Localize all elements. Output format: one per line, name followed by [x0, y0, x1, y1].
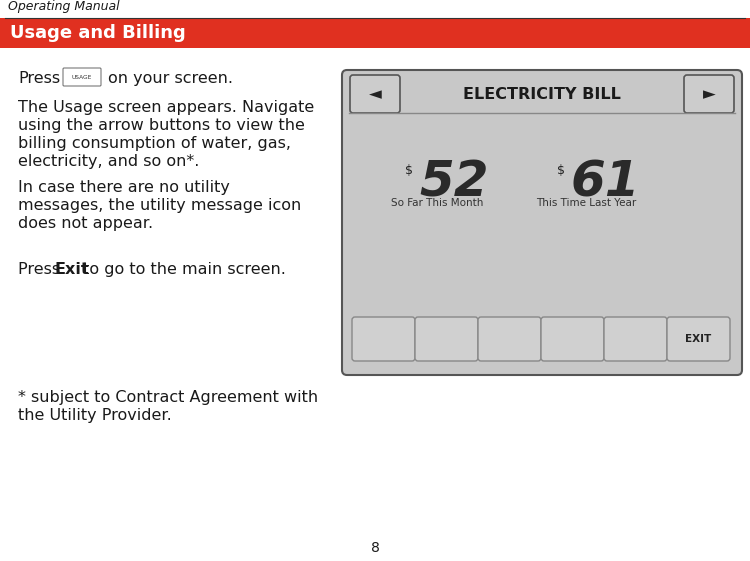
Text: Usage and Billing: Usage and Billing [10, 24, 186, 42]
Text: on your screen.: on your screen. [108, 71, 233, 85]
Text: billing consumption of water, gas,: billing consumption of water, gas, [18, 136, 291, 151]
Text: $: $ [405, 164, 413, 177]
Text: to go to the main screen.: to go to the main screen. [78, 262, 286, 277]
FancyBboxPatch shape [415, 317, 478, 361]
Text: Press: Press [18, 71, 60, 85]
Text: ◄: ◄ [369, 85, 381, 103]
Text: does not appear.: does not appear. [18, 216, 153, 231]
Text: Exit: Exit [54, 262, 88, 277]
Text: messages, the utility message icon: messages, the utility message icon [18, 198, 302, 213]
Text: electricity, and so on*.: electricity, and so on*. [18, 154, 200, 169]
Text: EXIT: EXIT [686, 334, 712, 344]
FancyBboxPatch shape [63, 68, 101, 86]
Text: $: $ [557, 164, 565, 177]
FancyBboxPatch shape [342, 70, 742, 375]
Text: the Utility Provider.: the Utility Provider. [18, 408, 172, 423]
FancyBboxPatch shape [684, 75, 734, 113]
Text: Operating Manual: Operating Manual [8, 0, 120, 13]
Text: using the arrow buttons to view the: using the arrow buttons to view the [18, 118, 304, 133]
FancyBboxPatch shape [604, 317, 667, 361]
Text: This Time Last Year: This Time Last Year [536, 198, 636, 208]
FancyBboxPatch shape [352, 317, 415, 361]
FancyBboxPatch shape [667, 317, 730, 361]
Text: 8: 8 [370, 541, 380, 555]
FancyBboxPatch shape [350, 75, 400, 113]
Bar [0, 18, 750, 48]
Text: USAGE: USAGE [72, 75, 92, 80]
Text: In case there are no utility: In case there are no utility [18, 180, 229, 195]
Text: So Far This Month: So Far This Month [391, 198, 483, 208]
Text: ELECTRICITY BILL: ELECTRICITY BILL [463, 86, 621, 102]
Text: The Usage screen appears. Navigate: The Usage screen appears. Navigate [18, 100, 314, 115]
FancyBboxPatch shape [541, 317, 604, 361]
Text: 61: 61 [571, 158, 640, 206]
Text: Press: Press [18, 262, 65, 277]
Text: * subject to Contract Agreement with: * subject to Contract Agreement with [18, 390, 318, 405]
FancyBboxPatch shape [478, 317, 541, 361]
Text: ►: ► [703, 85, 715, 103]
Text: 52: 52 [419, 158, 488, 206]
